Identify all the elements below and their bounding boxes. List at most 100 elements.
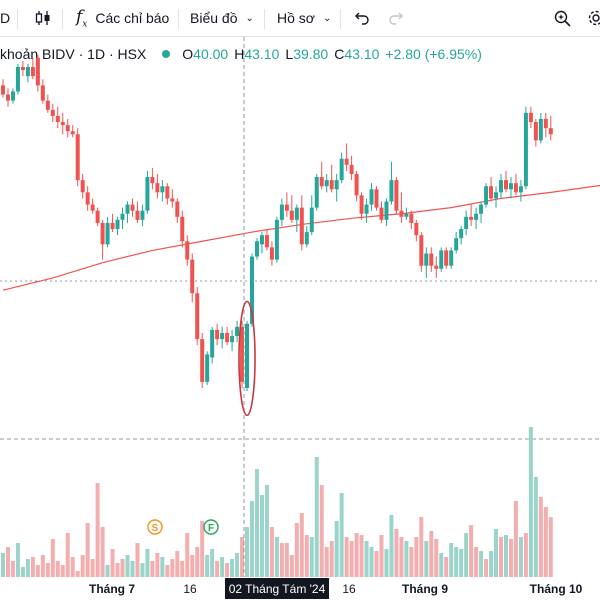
volume-bar xyxy=(459,549,464,577)
volume-bar xyxy=(399,537,404,577)
candle-body xyxy=(374,189,379,208)
volume-bar xyxy=(95,483,100,577)
candle-body xyxy=(240,326,245,382)
volume-bar xyxy=(494,529,499,577)
change-value: +2.80 (+6.95%) xyxy=(385,46,482,62)
chart-type-label: Biểu đồ xyxy=(190,10,238,26)
candle-body xyxy=(479,204,484,214)
volume-bar xyxy=(155,553,160,577)
volume-bar xyxy=(230,559,235,577)
time-axis: Tháng 7 16 16 Tháng 9 Tháng 10 16 02 Thá… xyxy=(0,577,600,600)
toolbar-divider xyxy=(264,9,265,29)
profile-button[interactable]: Hồ sơ ⌄ xyxy=(277,0,331,37)
candle-body xyxy=(379,207,384,220)
volume-bar xyxy=(115,563,120,577)
candle-body xyxy=(60,122,65,126)
candle-body xyxy=(5,94,10,101)
volume-bar xyxy=(533,477,538,577)
quick-search-button[interactable] xyxy=(553,0,573,37)
candle-body xyxy=(289,210,294,220)
x-tick-label: 16 xyxy=(183,582,197,596)
chart-type-button[interactable]: Biểu đồ ⌄ xyxy=(190,0,254,37)
toolbar-divider xyxy=(178,9,179,29)
toolbar-divider xyxy=(340,9,341,29)
volume-bar xyxy=(464,533,469,577)
candle-body xyxy=(369,189,374,205)
candle-body xyxy=(250,256,254,324)
timeframe-button-partial[interactable]: D xyxy=(0,10,11,26)
volume-bar xyxy=(205,555,210,577)
volume-bar xyxy=(259,495,264,577)
candle-body xyxy=(284,204,289,211)
candle-body xyxy=(55,115,60,123)
volume-bar xyxy=(150,561,155,577)
candle-body xyxy=(409,213,414,223)
volume-bar xyxy=(434,539,439,577)
candle-body xyxy=(205,354,210,382)
candle-body xyxy=(259,235,264,245)
candle-body xyxy=(424,253,429,266)
volume-bar xyxy=(314,457,319,577)
volume-bar xyxy=(309,537,314,577)
candle-body xyxy=(464,216,469,230)
volume-bar xyxy=(474,547,479,577)
volume-bar xyxy=(284,543,289,577)
candle-body xyxy=(200,339,205,382)
candle-body xyxy=(85,192,90,205)
volume-bar xyxy=(185,533,190,577)
volume-bar xyxy=(225,563,230,577)
indicators-label: Các chỉ báo xyxy=(95,10,170,26)
undo-button[interactable] xyxy=(354,0,370,37)
candle-body xyxy=(230,336,235,343)
volume-bar xyxy=(513,501,518,577)
candle-body xyxy=(95,210,100,223)
volume-bar xyxy=(444,557,449,577)
candle-body xyxy=(25,67,30,77)
volume-bar xyxy=(454,547,459,577)
volume-bar xyxy=(135,543,140,577)
high-value: 43.10 xyxy=(244,46,280,62)
candle-body xyxy=(274,219,279,260)
financial-event-marker-label: F xyxy=(208,523,214,534)
volume-bar xyxy=(279,543,284,577)
volume-bar xyxy=(319,485,324,577)
volume-bar xyxy=(50,539,55,577)
candle-body xyxy=(523,112,528,187)
candle-body xyxy=(444,250,449,266)
crosshair-time-label: 02 Tháng Tám '24 xyxy=(225,578,329,599)
indicators-button[interactable]: fx Các chỉ báo xyxy=(76,0,169,37)
redo-button[interactable] xyxy=(388,0,404,37)
candle-body xyxy=(394,180,399,211)
financial-event-marker-circle xyxy=(203,519,219,535)
candle-body xyxy=(299,207,304,245)
candle-body xyxy=(489,186,494,199)
candle-body xyxy=(145,177,150,211)
settings-button[interactable] xyxy=(586,0,600,37)
volume-bar xyxy=(384,549,389,577)
volume-bar xyxy=(299,513,304,577)
volume-bar xyxy=(240,537,245,577)
candle-body xyxy=(130,204,135,211)
redo-icon xyxy=(389,12,403,25)
candle-body xyxy=(324,180,329,187)
volume-bar xyxy=(449,543,454,577)
candle-body xyxy=(389,180,394,202)
candle-body xyxy=(245,323,250,388)
volume-bar xyxy=(210,549,215,577)
candle-body xyxy=(150,177,155,184)
volume-bar xyxy=(294,523,299,577)
candle-body xyxy=(404,213,409,217)
candle-body xyxy=(314,177,319,208)
volume-bar xyxy=(40,555,45,577)
candle-body xyxy=(339,158,344,181)
gear-icon xyxy=(588,10,600,26)
candle-body xyxy=(543,118,548,129)
candlestick-type-icon[interactable] xyxy=(34,0,52,37)
candle-body xyxy=(165,186,170,199)
candle-body xyxy=(359,195,364,214)
volume-bar xyxy=(324,547,329,577)
volume-bar xyxy=(120,559,125,577)
close-key: C xyxy=(334,46,345,62)
volume-bar xyxy=(80,555,85,577)
